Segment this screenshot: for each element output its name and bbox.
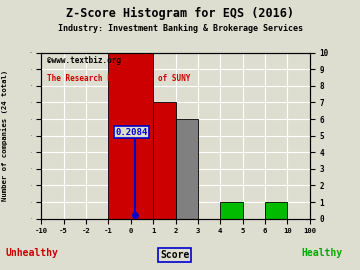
Bar — [108, 53, 153, 219]
Bar — [176, 119, 198, 219]
Text: 0.2084: 0.2084 — [116, 128, 148, 137]
Text: Z-Score Histogram for EQS (2016): Z-Score Histogram for EQS (2016) — [66, 7, 294, 20]
Text: Score: Score — [160, 250, 189, 260]
Text: Number of companies (24 total): Number of companies (24 total) — [1, 69, 8, 201]
Text: ©www.textbiz.org: ©www.textbiz.org — [47, 56, 121, 65]
Text: The Research Foundation of SUNY: The Research Foundation of SUNY — [47, 74, 190, 83]
Text: Unhealthy: Unhealthy — [6, 248, 59, 258]
Text: Healthy: Healthy — [302, 248, 343, 258]
Bar — [265, 202, 287, 219]
Bar — [153, 102, 176, 219]
Bar — [220, 202, 243, 219]
Text: Industry: Investment Banking & Brokerage Services: Industry: Investment Banking & Brokerage… — [58, 24, 302, 33]
